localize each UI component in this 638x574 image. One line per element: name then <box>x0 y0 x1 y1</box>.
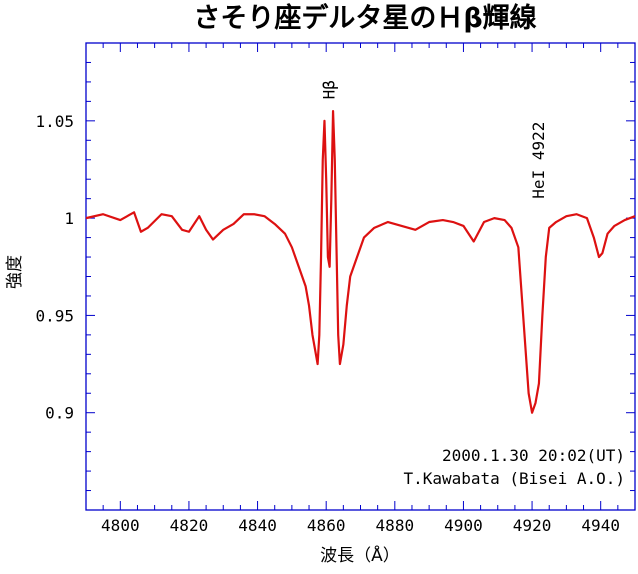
x-tick-label: 4880 <box>376 516 415 535</box>
plot-frame <box>85 42 636 511</box>
line-annotation: Hβ <box>320 80 339 99</box>
line-annotations: Hβ HeI 4922 <box>320 80 548 199</box>
x-tick-label: 4860 <box>307 516 346 535</box>
y-axis-label: 強度 <box>5 255 25 289</box>
y-tick-label: 0.9 <box>45 404 74 423</box>
x-tick-label: 4820 <box>170 516 209 535</box>
axis-ticks <box>85 42 636 511</box>
x-tick-label: 4840 <box>238 516 277 535</box>
x-tick-label: 4920 <box>513 516 552 535</box>
y-tick-label: 1.05 <box>35 112 74 131</box>
tick-labels: 4800 4820 4840 4860 4880 4900 4920 4940 0.9 0.95 1… <box>35 112 619 535</box>
chart-title: さそり座デルタ星のＨβ輝線 <box>193 2 536 34</box>
spectrum-line <box>85 110 636 414</box>
observation-date: 2000.1.30 20:02(UT) <box>442 446 625 465</box>
x-tick-label: 4800 <box>101 516 140 535</box>
observer-credit: T.Kawabata (Bisei A.O.) <box>403 469 625 488</box>
line-annotation: HeI 4922 <box>529 122 548 199</box>
y-tick-label: 1 <box>64 209 74 228</box>
y-tick-label: 0.95 <box>35 306 74 325</box>
x-tick-label: 4900 <box>444 516 483 535</box>
x-axis-label: 波長（Å） <box>320 544 400 566</box>
x-tick-label: 4940 <box>581 516 620 535</box>
